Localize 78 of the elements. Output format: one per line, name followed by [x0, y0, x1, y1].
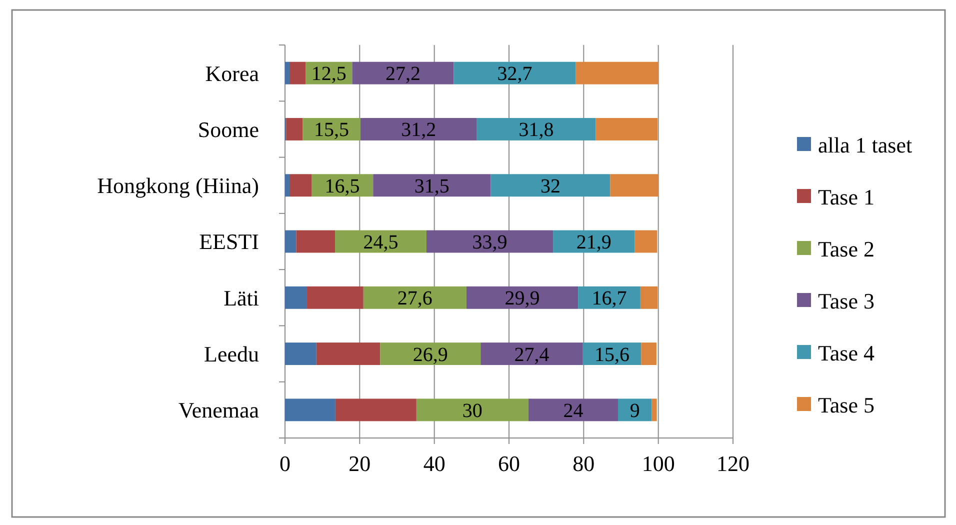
bar: [285, 342, 316, 366]
bar: [641, 342, 656, 366]
y-tick-label: Hongkong (Hiina): [97, 173, 259, 198]
data-label: 30: [462, 400, 482, 422]
bar: [652, 398, 657, 422]
bar: [285, 398, 336, 422]
bar: [363, 286, 466, 309]
data-label: 31,8: [518, 119, 554, 142]
bar: [416, 398, 528, 422]
legend-label: Tase 2: [818, 236, 874, 262]
bar: [286, 118, 303, 140]
bar: [426, 230, 554, 253]
bar: [352, 62, 454, 84]
bar: [480, 342, 583, 366]
data-label: 27,4: [514, 344, 550, 366]
bar: [553, 230, 635, 253]
y-tick-label: Korea: [205, 60, 260, 86]
bar: [466, 286, 578, 309]
legend-label: Tase 3: [818, 288, 874, 314]
bar: [476, 118, 596, 140]
data-label: 16,7: [592, 288, 627, 310]
bar: [285, 230, 296, 253]
data-label: 26,9: [412, 344, 448, 366]
y-tick-label: EESTI: [199, 229, 259, 254]
y-tick-label: Läti: [224, 285, 259, 310]
legend-label: Tase 5: [818, 392, 874, 418]
data-label: 24,5: [363, 232, 398, 254]
data-label: 31,2: [401, 119, 436, 142]
y-tick-label: Venemaa: [178, 398, 260, 423]
x-tick-label: 40: [423, 451, 446, 476]
data-label: 27,6: [397, 288, 432, 310]
data-label: 24: [563, 400, 584, 422]
data-label: 32,7: [497, 63, 532, 86]
legend-label: Tase 4: [818, 340, 874, 366]
data-label: 32: [540, 175, 560, 198]
bar: [490, 174, 610, 197]
x-tick-label: 100: [642, 451, 675, 476]
data-label: 21,9: [576, 232, 612, 254]
x-tick-label: 120: [716, 451, 750, 476]
data-label: 15,6: [594, 344, 630, 366]
x-tick-label: 0: [280, 451, 290, 476]
bar: [610, 174, 658, 197]
y-tick-label: Soome: [198, 116, 259, 142]
x-tick-label: 20: [348, 451, 371, 476]
bar: [285, 62, 290, 84]
data-label: 29,9: [504, 288, 540, 310]
bar: [285, 286, 308, 309]
bar: [289, 62, 306, 84]
bar: [360, 118, 477, 140]
data-label: 9: [630, 400, 640, 422]
x-tick-label: 60: [498, 451, 520, 476]
bar: [296, 230, 336, 253]
bar: [634, 230, 658, 253]
data-label: 16,5: [324, 175, 360, 198]
data-label: 15,5: [314, 119, 349, 142]
bar: [307, 286, 364, 309]
bar: [454, 62, 576, 84]
bar: [576, 62, 658, 84]
x-tick-label: 80: [572, 451, 595, 476]
bar: [335, 230, 426, 253]
bar: [528, 398, 618, 422]
bar: [380, 342, 481, 366]
data-label: 12,5: [311, 63, 346, 86]
data-label: 33,9: [472, 232, 508, 254]
bar: [335, 398, 416, 422]
bar: [618, 398, 652, 422]
bar: [316, 342, 380, 366]
bar: [640, 286, 658, 309]
legend-label: alla 1 taset: [818, 132, 912, 158]
data-label: 27,2: [385, 63, 420, 86]
legend-label: Tase 1: [818, 184, 874, 210]
bar: [596, 118, 658, 140]
data-label: 31,5: [414, 175, 450, 198]
bar: [373, 174, 491, 197]
bar: [578, 286, 640, 309]
bar: [289, 174, 312, 197]
y-tick-label: Leedu: [204, 341, 259, 366]
bar: [285, 174, 290, 197]
